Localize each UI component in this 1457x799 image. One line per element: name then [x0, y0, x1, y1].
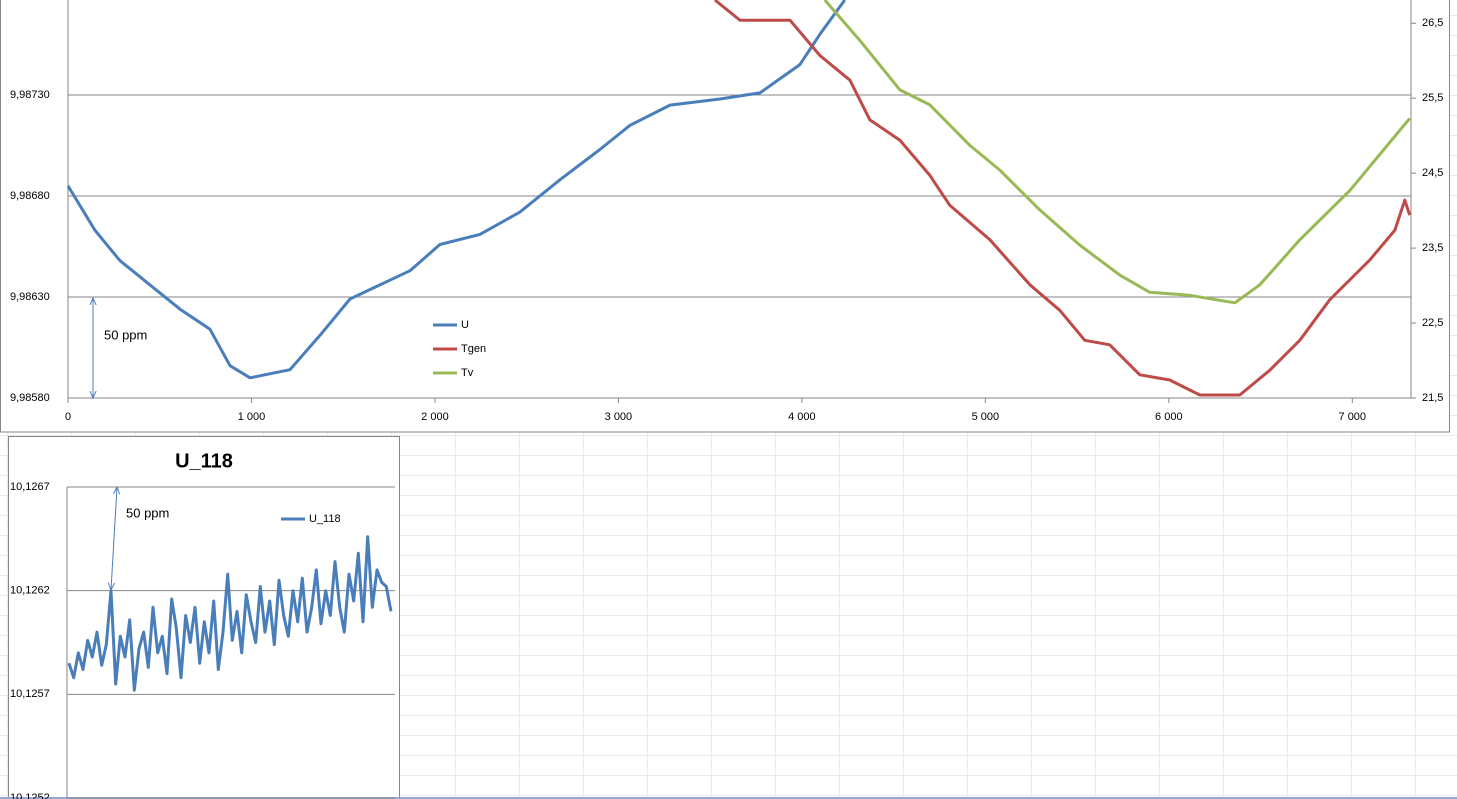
y2-tick-label: 25,5	[1422, 92, 1443, 104]
x-tick-label: 4 000	[788, 411, 816, 423]
series-line	[67, 535, 393, 692]
series-line	[823, 0, 1411, 305]
series-line	[713, 0, 1412, 397]
x-tick-label: 1 000	[238, 411, 266, 423]
chart-voltage-temperature: 9,98580 9,98630 9,98680 9,98730 21,5 22,5 23,5…	[10, 0, 1443, 423]
y2-tick-label: 21,5	[1422, 392, 1443, 404]
chart-box	[8, 436, 400, 799]
y2-tick-label: 24,5	[1422, 167, 1443, 179]
x-tick-label: 0	[65, 411, 71, 423]
annotation: 50 ppm	[104, 327, 147, 342]
annotation-arrow	[111, 487, 117, 590]
x-tick-label: 5 000	[972, 411, 1000, 423]
y-tick-label: 9,98580	[10, 392, 50, 404]
chart-u118: U_118 10,1252 10,1257 10,1262 10,1267 U_118 50…	[10, 450, 395, 799]
y-tick-label: 10,1257	[10, 688, 50, 700]
y-tick-label: 10,1252	[10, 792, 50, 799]
legend-label: U_118	[309, 513, 341, 525]
chart-title: U_118	[175, 450, 233, 472]
x-tick-label: 6 000	[1155, 411, 1183, 423]
annotation: 50 ppm	[126, 505, 169, 520]
x-tick-label: 2 000	[421, 411, 449, 423]
y-tick-label: 9,98630	[10, 291, 50, 303]
series-line	[66, 0, 847, 380]
legend-label: Tv	[461, 367, 474, 379]
y-tick-label: 10,1267	[10, 481, 50, 493]
y-tick-label: 10,1262	[10, 585, 50, 597]
chart-box	[0, 0, 1450, 433]
x-tick-label: 7 000	[1339, 411, 1367, 423]
y2-tick-label: 26,5	[1422, 17, 1443, 29]
legend-label: Tgen	[461, 343, 486, 355]
y-tick-label: 9,98730	[10, 89, 50, 101]
y2-tick-label: 22,5	[1422, 317, 1443, 329]
y-tick-label: 9,98680	[10, 190, 50, 202]
legend-label: U	[461, 319, 469, 331]
x-tick-label: 3 000	[605, 411, 633, 423]
y2-tick-label: 23,5	[1422, 242, 1443, 254]
